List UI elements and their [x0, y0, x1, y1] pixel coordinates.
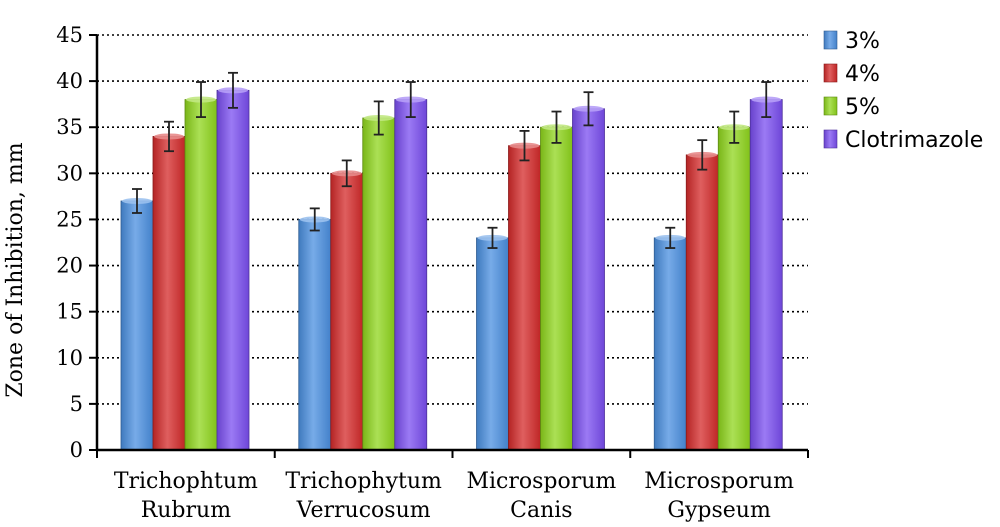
y-tick-label: 5	[70, 392, 83, 416]
y-axis-title: Zone of Inhibition, mm	[3, 142, 28, 397]
bar-3-3	[476, 237, 509, 451]
y-tick-label: 25	[56, 207, 83, 231]
y-tick-label: 30	[56, 161, 83, 185]
bar-5-4	[717, 126, 751, 451]
y-tick-label: 0	[70, 438, 83, 462]
bar-5-1	[184, 99, 218, 451]
bar-clotrimazole-3	[572, 108, 605, 451]
legend-swatch	[823, 129, 838, 149]
y-tick-label: 15	[56, 300, 83, 324]
legend-swatch	[823, 96, 838, 116]
bar-clotrimazole-1	[216, 89, 250, 451]
y-axis-ticks: 0 5 10 15 20 25 30 35 40 45	[56, 23, 97, 462]
category-label: Microsporum Canis	[466, 469, 616, 523]
bar-4-3	[508, 145, 541, 451]
bar-clotrimazole-2	[394, 99, 428, 451]
legend-label: 5%	[845, 95, 880, 120]
bar-4-1	[152, 136, 186, 451]
axes	[95, 35, 809, 458]
bar-3-2	[298, 219, 332, 451]
bar-5-2	[362, 117, 396, 451]
category-label: Microsporum Gypseum	[644, 469, 794, 523]
bar-3-1	[120, 200, 154, 451]
bar-4-2	[330, 172, 364, 451]
category-label: Trichophtum Rubrum	[114, 469, 258, 523]
x-axis-labels: Trichophtum Rubrum Trichophytum Verrucosum M…	[114, 469, 794, 523]
y-tick-label: 20	[56, 254, 83, 278]
legend-label: 3%	[845, 29, 880, 54]
legend-label: 4%	[845, 62, 880, 87]
legend-swatch	[823, 63, 838, 83]
bar-5-3	[540, 126, 573, 451]
y-tick-label: 45	[56, 23, 83, 47]
category-label: Trichophytum Verrucosum	[285, 469, 442, 523]
y-tick-label: 10	[56, 346, 83, 370]
y-tick-label: 40	[56, 69, 83, 93]
legend: 3% 4% 5% Clotrimazole	[823, 29, 983, 153]
legend-swatch	[823, 30, 838, 50]
gridlines	[97, 34, 808, 405]
bar-3-4	[653, 237, 687, 451]
y-tick-label: 35	[56, 115, 83, 139]
legend-label: Clotrimazole	[845, 128, 983, 153]
bar-clotrimazole-4	[749, 99, 783, 451]
bars	[120, 71, 783, 451]
bar-4-4	[685, 154, 719, 451]
